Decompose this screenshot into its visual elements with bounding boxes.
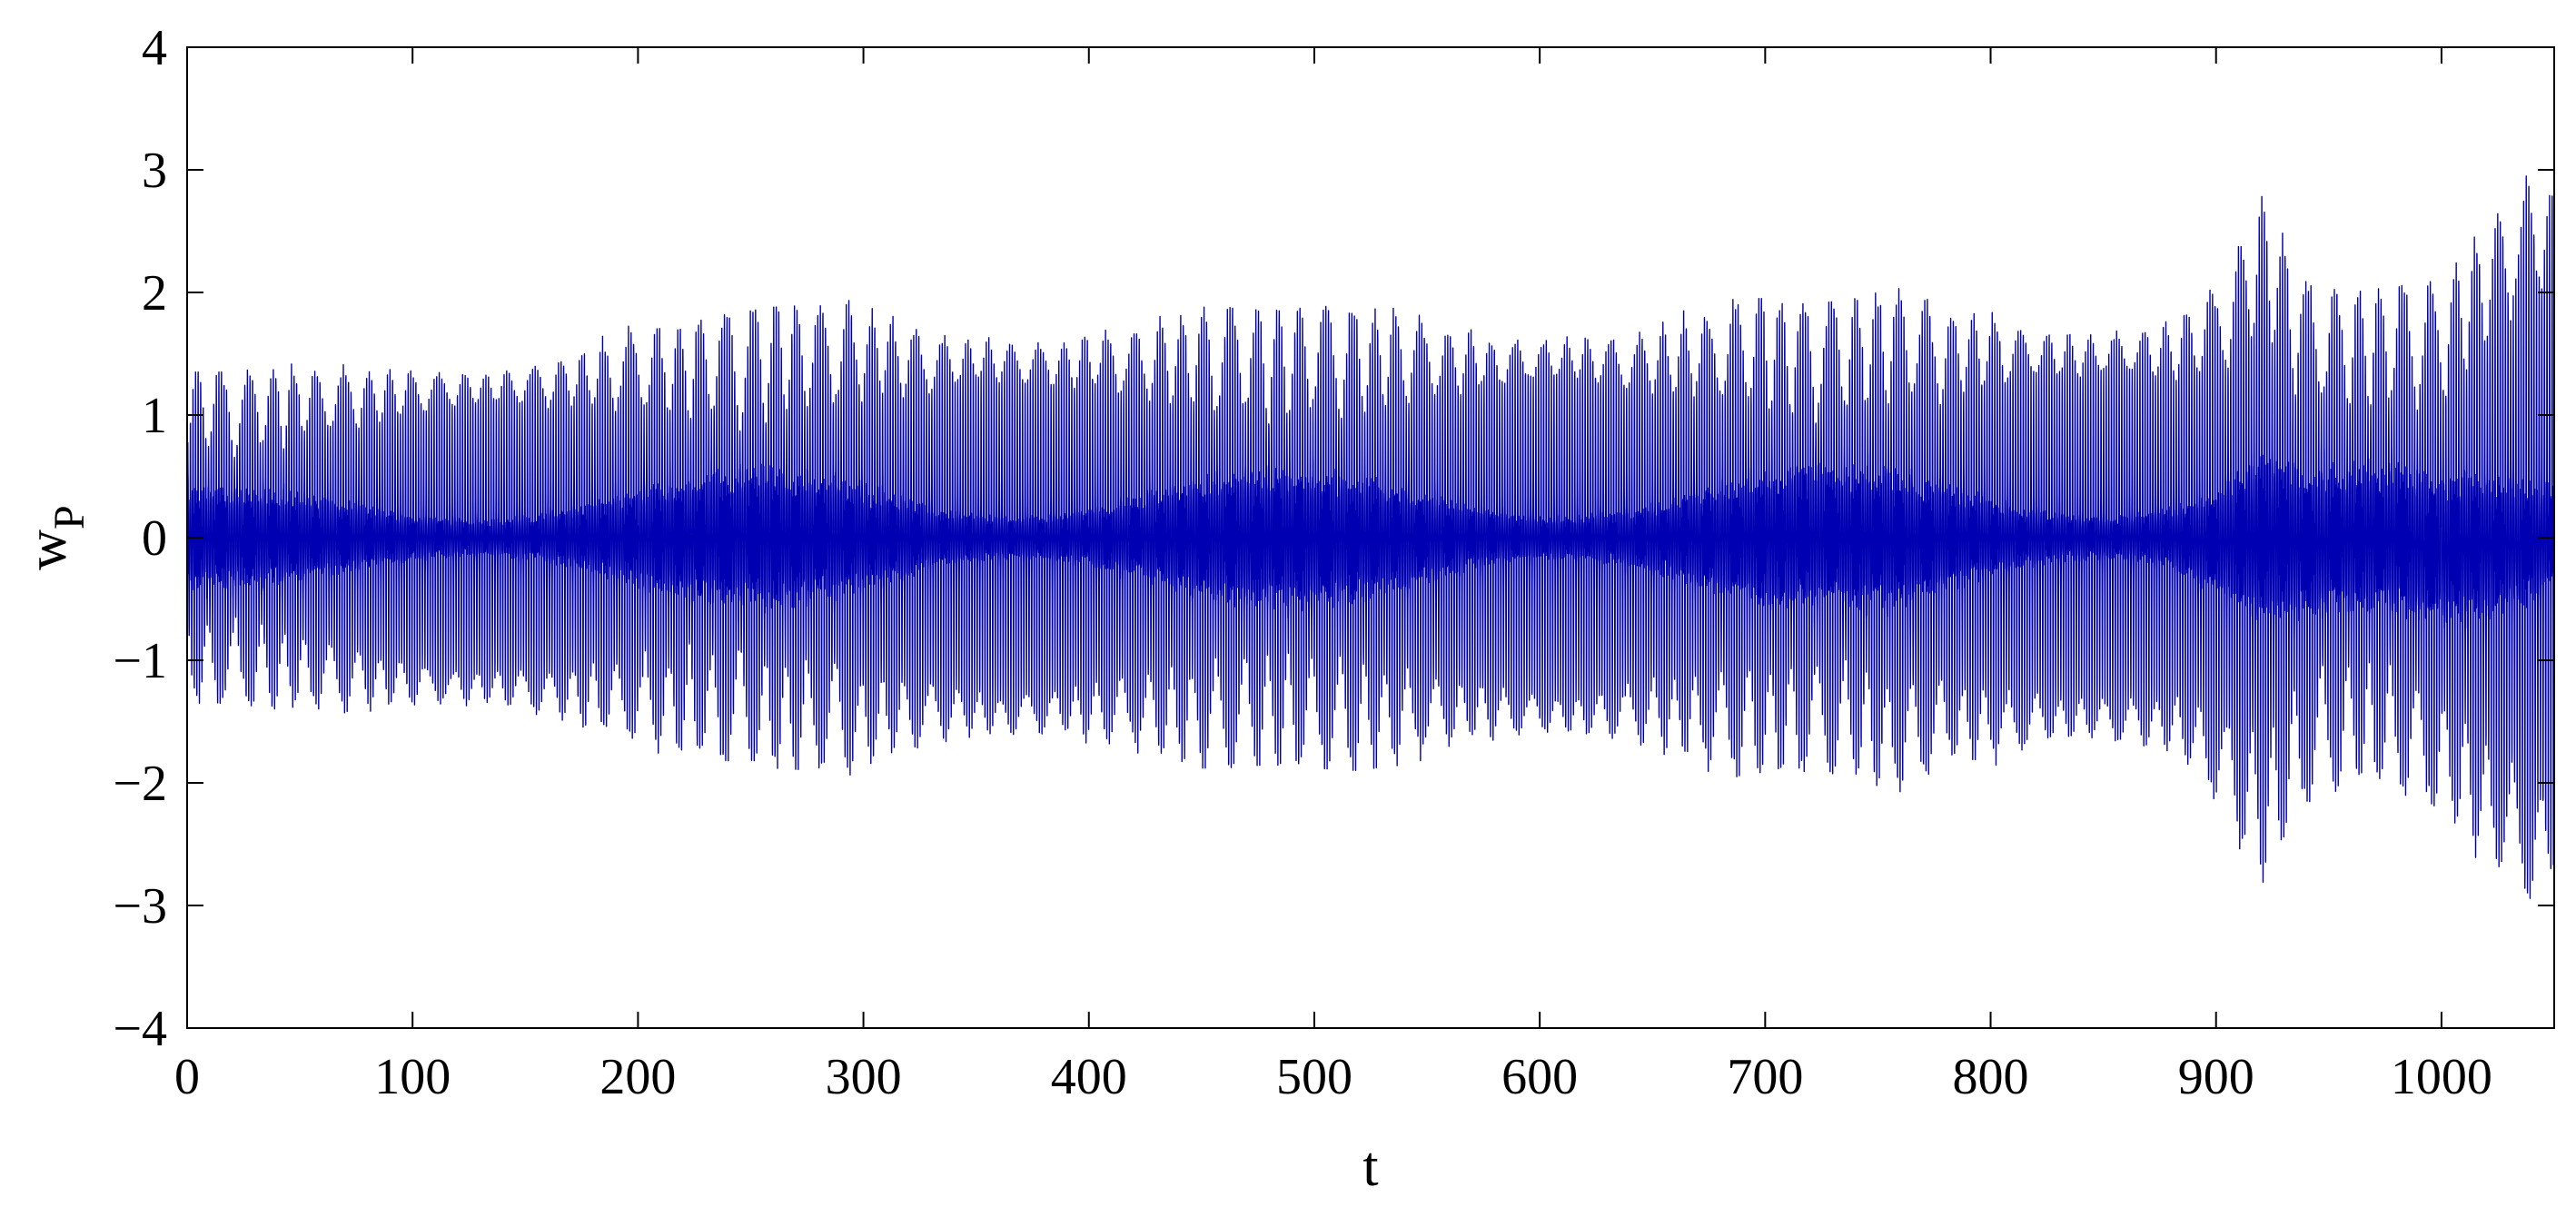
y-axis-title-main: w — [16, 529, 78, 570]
series-line-segment — [637, 300, 1090, 776]
y-tick-label: −1 — [113, 633, 167, 689]
y-axis: −4 −3 −2 −1 0 1 2 3 4 — [113, 20, 2554, 1057]
series-line-segment — [2441, 175, 2554, 899]
y-tick-label: 1 — [142, 388, 167, 444]
x-tick-label: 0 — [174, 1049, 200, 1105]
x-tick-label: 200 — [599, 1049, 676, 1105]
x-tick-label: 300 — [826, 1049, 902, 1105]
y-tick-label: 3 — [142, 143, 167, 199]
x-tick-label: 800 — [1953, 1049, 2029, 1105]
series-line-segment — [1539, 288, 1992, 793]
y-tick-label: −3 — [113, 878, 167, 935]
x-tick-label: 100 — [374, 1049, 451, 1105]
plot-area — [187, 175, 2554, 899]
svg-text:wP: wP — [16, 505, 94, 569]
y-tick-label: −4 — [113, 1001, 167, 1057]
y-tick-label: −2 — [113, 756, 167, 812]
x-tick-label: 900 — [2178, 1049, 2254, 1105]
y-axis-title-subscript: P — [45, 505, 94, 529]
series-line-segment — [187, 325, 639, 739]
x-tick-label: 400 — [1051, 1049, 1127, 1105]
x-tick-label: 500 — [1276, 1049, 1352, 1105]
x-axis: 0 100 200 300 400 500 600 700 800 900 1000 — [174, 47, 2492, 1105]
x-tick-label: 1000 — [2391, 1049, 2492, 1105]
x-axis-title: t — [1362, 1136, 1378, 1198]
y-axis-title: wP — [16, 505, 94, 569]
series-line-segment — [1087, 305, 1541, 771]
y-tick-label: 4 — [142, 20, 167, 76]
x-tick-label: 700 — [1727, 1049, 1803, 1105]
y-tick-label: 2 — [142, 265, 167, 322]
x-tick-label: 600 — [1501, 1049, 1578, 1105]
y-tick-label: 0 — [142, 510, 167, 567]
series-line-segment — [1989, 195, 2442, 884]
series-layer — [187, 175, 2554, 899]
